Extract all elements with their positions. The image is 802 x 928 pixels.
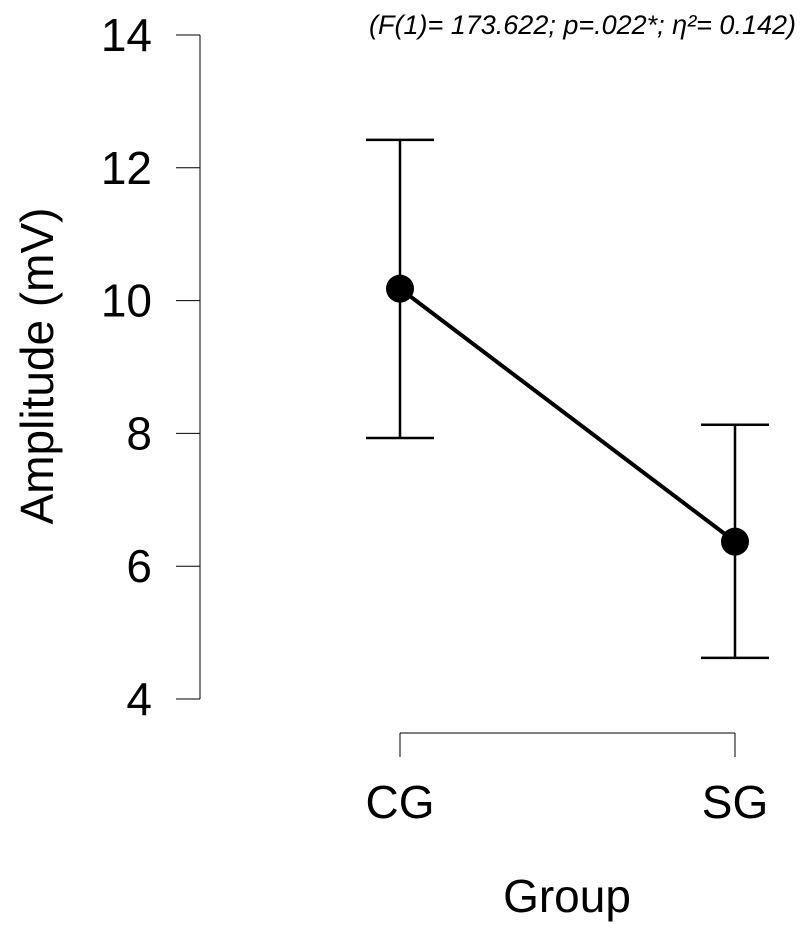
y-axis: 4 6 8 10 12 14: [101, 9, 201, 725]
x-tick-label: CG: [366, 776, 435, 828]
y-tick-label: 6: [126, 540, 152, 592]
stats-annotation: (F(1)= 173.622; p=.022*; η²= 0.142): [369, 10, 796, 40]
y-tick-label: 4: [126, 673, 152, 725]
x-tick-label: SG: [702, 776, 768, 828]
plot-area: [366, 138, 769, 660]
x-axis: CG SG: [366, 732, 768, 828]
y-tick-label: 10: [101, 275, 152, 327]
y-axis-title: Amplitude (mV): [11, 208, 63, 525]
data-point: [386, 274, 414, 303]
series-line: [398, 287, 737, 544]
y-tick-label: 8: [126, 407, 152, 459]
data-point: [721, 527, 749, 556]
y-tick-label: 14: [101, 9, 152, 61]
x-axis-title: Group: [503, 870, 631, 922]
y-tick-label: 12: [101, 142, 152, 194]
